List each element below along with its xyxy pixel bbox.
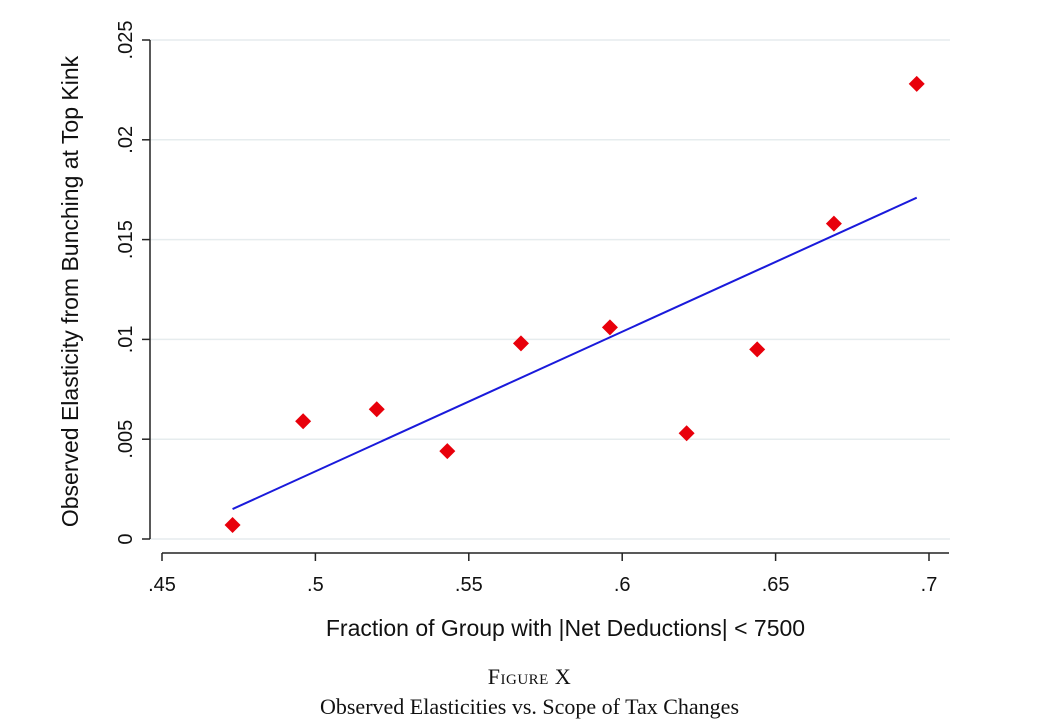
x-axis-title: Fraction of Group with |Net Deductions| …: [326, 615, 805, 641]
x-tick-label-1: .5: [307, 574, 324, 596]
y-tick-label-1: .005: [115, 420, 137, 459]
y-tick-label-3: .015: [115, 220, 137, 259]
data-point-7: [749, 341, 766, 358]
data-point-2: [368, 401, 385, 418]
y-tick-label-0: 0: [115, 533, 137, 544]
x-tick-label-3: .6: [614, 574, 631, 596]
figure-label: Figure X: [487, 664, 572, 689]
data-point-4: [512, 335, 529, 352]
figure-subtitle: Observed Elasticities vs. Scope of Tax C…: [319, 694, 740, 719]
data-point-8: [825, 215, 842, 232]
data-point-3: [439, 443, 456, 460]
scatter-chart: 0 .005 .01 .015 .02 .025 .45 .5 .55 .6 .65 .7 Fract…: [57, 21, 950, 641]
data-point-6: [678, 425, 695, 442]
data-point-1: [295, 413, 312, 430]
y-axis-title: Observed Elasticity from Bunching at Top…: [57, 55, 83, 527]
y-tick-label-5: .025: [115, 21, 137, 60]
data-point-9: [908, 75, 925, 92]
data-point-5: [601, 319, 618, 336]
axes: [149, 40, 949, 554]
x-tick-label-2: .55: [455, 574, 483, 596]
y-tick-label-4: .02: [115, 126, 137, 154]
x-tick-label-5: .7: [921, 574, 938, 596]
x-tick-label-0: .45: [148, 574, 176, 596]
y-tick-label-2: .01: [115, 325, 137, 353]
gridlines: [150, 39, 950, 540]
data-points: [224, 75, 925, 534]
fit-line-group: [232, 196, 918, 510]
x-tick-label-4: .65: [762, 574, 790, 596]
data-point-0: [224, 517, 241, 534]
tick-marks: 0 .005 .01 .015 .02 .025 .45 .5 .55 .6 .65 .7: [115, 21, 937, 596]
fit-line: [232, 196, 918, 510]
